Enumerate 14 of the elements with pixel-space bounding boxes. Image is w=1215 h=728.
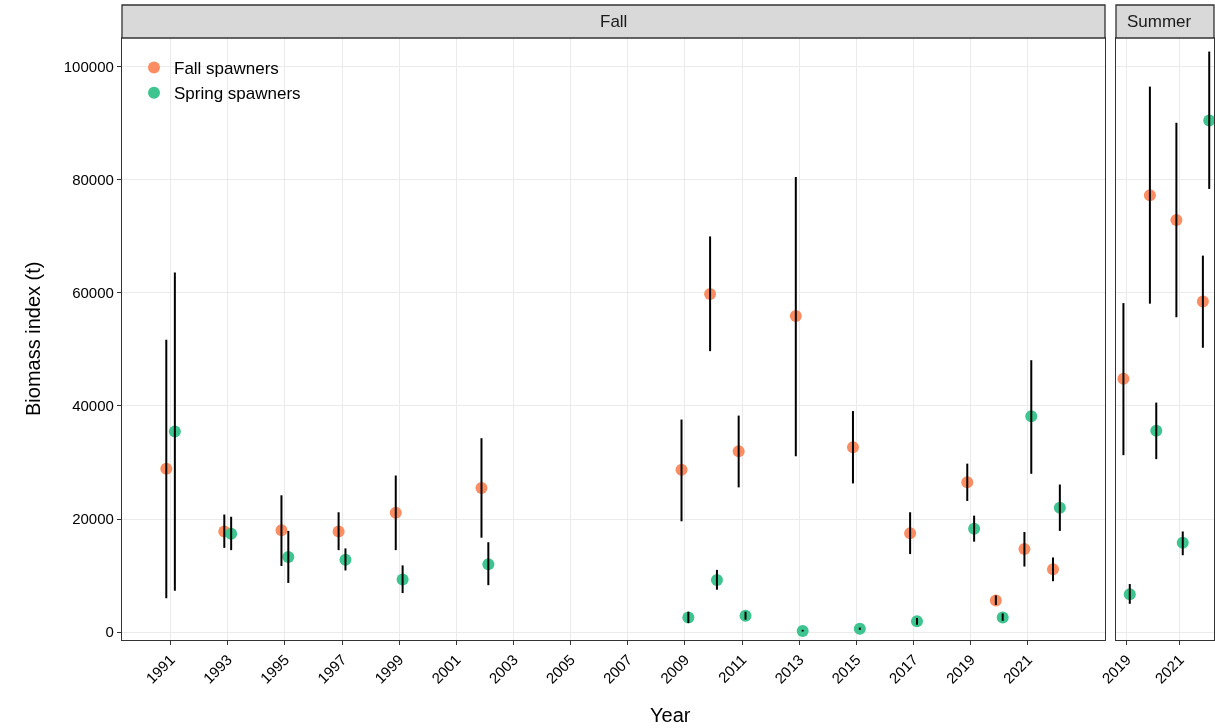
- point: [796, 624, 809, 637]
- legend-label: Spring spawners: [174, 84, 301, 104]
- y-axis-title: Biomass index (t): [22, 261, 44, 416]
- y-tick-label: 60000: [72, 284, 114, 302]
- x-axis-title: Year: [650, 704, 691, 726]
- y-tick-label: 40000: [72, 397, 114, 415]
- y-tick-label: 20000: [72, 510, 114, 528]
- chart-title: Summer: [1127, 12, 1192, 31]
- y-tick-label: 80000: [72, 171, 114, 189]
- legend-label: Fall spawners: [174, 59, 279, 79]
- y-tick-label: 0: [105, 623, 114, 641]
- y-tick-label: 100000: [63, 58, 114, 76]
- point: [853, 622, 866, 635]
- chart-title: Fall: [600, 12, 628, 31]
